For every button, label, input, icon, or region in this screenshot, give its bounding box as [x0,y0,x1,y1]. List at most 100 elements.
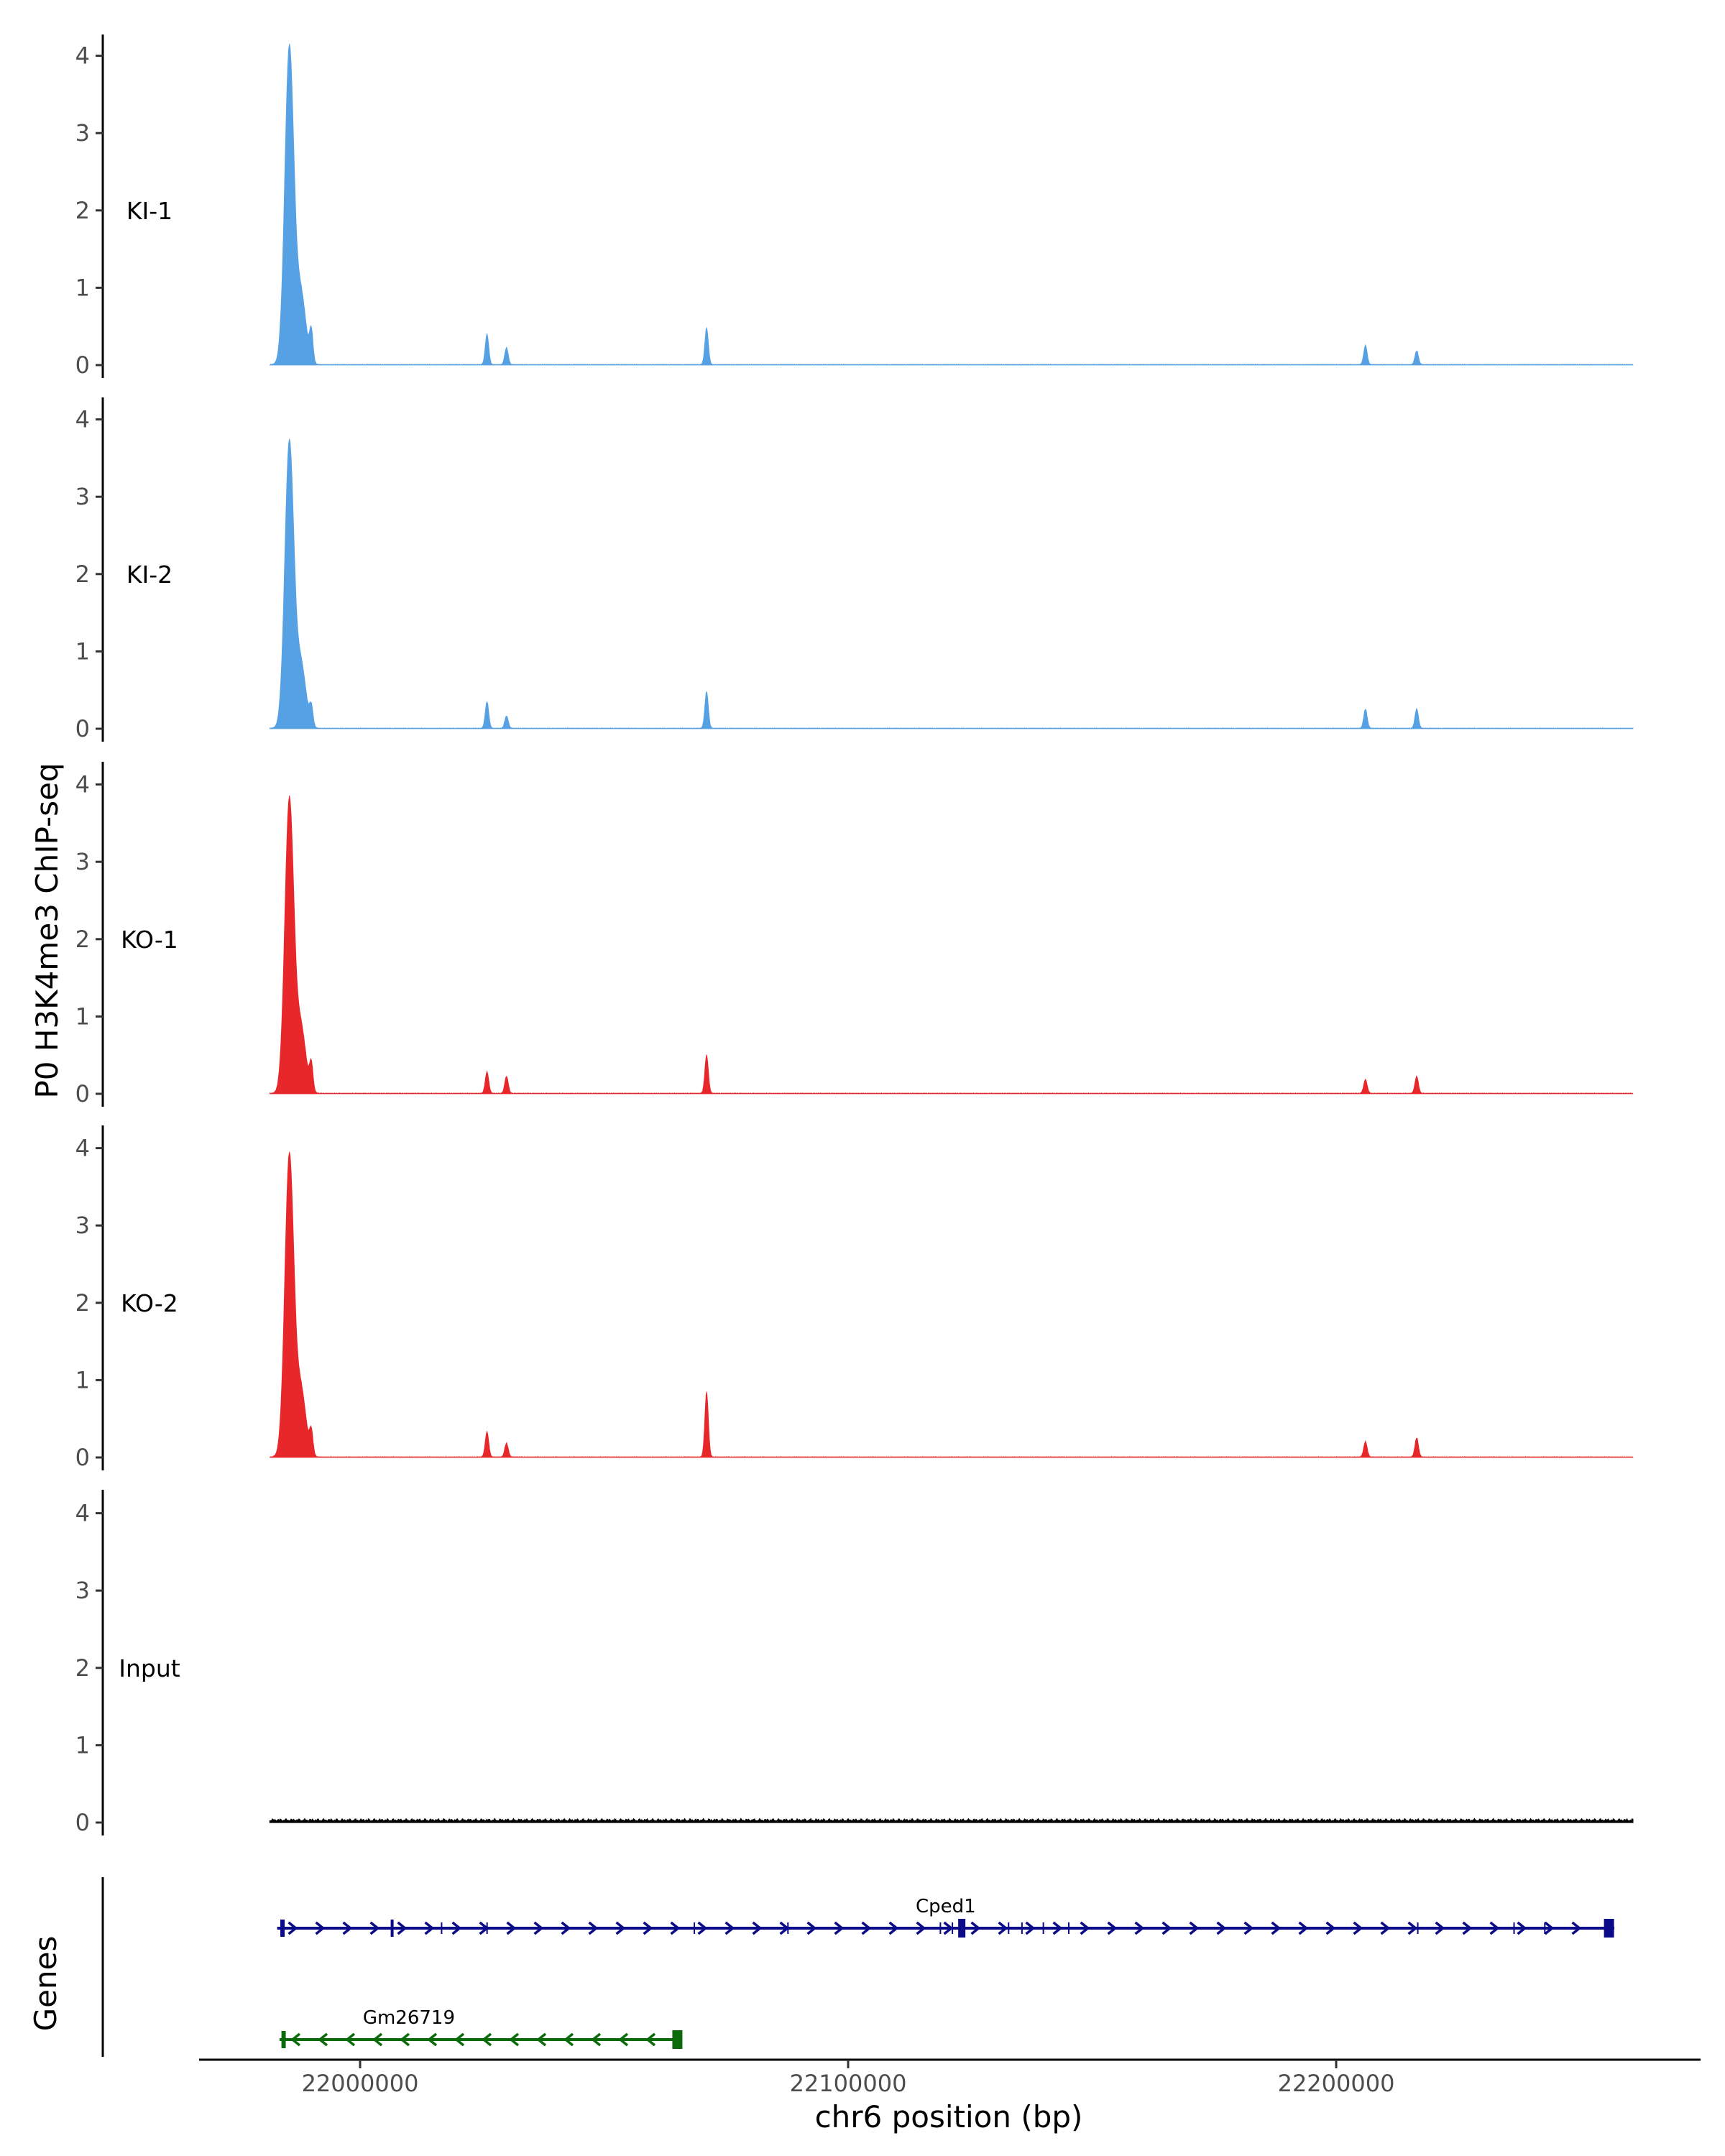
track-label-ki-1: KI-1 [126,197,172,225]
y-tick-label-ko-1: 3 [75,848,90,875]
signal-area-ko-2 [270,1151,1634,1458]
gene-exon-cped1 [1417,1922,1419,1934]
y-tick-label-ki-2: 0 [75,715,90,742]
y-tick-label-ko-2: 1 [75,1366,90,1393]
gene-strand-arrow-gm26719 [645,2032,656,2047]
gene-strand-arrow-gm26719 [564,2032,574,2047]
y-axis-title: P0 H3K4me3 ChIP-seq [29,763,65,1098]
gene-strand-arrow-gm26719 [427,2032,438,2047]
gene-strand-arrow-cped1 [1462,1921,1473,1935]
y-tick-label-input: 4 [75,1500,90,1527]
genes-track-label: Genes [28,1936,63,2032]
gene-strand-arrow-cped1 [1052,1921,1063,1935]
x-tick-label: 22000000 [302,2070,419,2097]
gene-strand-arrow-cped1 [998,1921,1008,1935]
x-axis-title: chr6 position (bp) [815,2099,1083,2134]
gene-strand-arrow-gm26719 [290,2032,301,2047]
gene-strand-arrow-cped1 [397,1921,408,1935]
y-tick-label-input: 3 [75,1577,90,1604]
gene-strand-arrow-cped1 [1107,1921,1118,1935]
gene-strand-arrow-cped1 [424,1921,435,1935]
genes-layer: Cped1 Gm26719 [101,1877,1615,2057]
gene-exon-gm26719 [281,2031,286,2048]
y-tick-label-ko-2: 3 [75,1212,90,1239]
gene-strand-arrow-gm26719 [482,2032,492,2047]
y-tick-label-input: 1 [75,1731,90,1759]
gene-strand-arrow-cped1 [1571,1921,1582,1935]
gene-exon-cped1 [441,1922,443,1934]
gene-strand-arrow-gm26719 [591,2032,602,2047]
gene-exon-cped1 [1021,1922,1023,1934]
gene-strand-arrow-cped1 [806,1921,817,1935]
y-tick-label-ki-2: 1 [75,637,90,665]
gene-strand-arrow-gm26719 [318,2032,328,2047]
gene-strand-arrow-cped1 [916,1921,926,1935]
gene-strand-arrow-cped1 [561,1921,571,1935]
gene-strand-arrow-cped1 [888,1921,899,1935]
gene-strand-arrow-gm26719 [372,2032,383,2047]
gene-strand-arrow-cped1 [643,1921,653,1935]
y-tick-label-ko-2: 4 [75,1135,90,1162]
gene-strand-arrow-cped1 [834,1921,845,1935]
gene-strand-arrow-cped1 [506,1921,517,1935]
gene-strand-arrow-cped1 [1080,1921,1090,1935]
gene-exon-cped1 [1513,1922,1515,1934]
gene-label-gm26719: Gm26719 [363,2007,455,2029]
gene-strand-arrow-cped1 [342,1921,353,1935]
gene-strand-arrow-cped1 [588,1921,599,1935]
tracks-layer: 0 1 2 3 4 KI-1 0 1 2 3 4 KI-2 0 1 2 3 4 KO-1 0 1 2 3 4 KO-2 0 1 2 3… [75,34,1634,1836]
gene-strand-arrow-cped1 [1325,1921,1336,1935]
gene-strand-arrow-cped1 [1517,1921,1527,1935]
gene-exon-cped1 [1042,1922,1044,1934]
gene-strand-arrow-cped1 [861,1921,872,1935]
gene-strand-arrow-cped1 [1544,1921,1555,1935]
signal-area-ko-1 [270,795,1634,1095]
signal-area-ki-2 [270,438,1634,729]
y-tick-label-ki-1: 2 [75,197,90,224]
gene-exon-gm26719 [672,2030,683,2049]
gene-exon-cped1 [1544,1922,1546,1934]
gene-exon-cped1 [787,1922,789,1934]
gene-exon-cped1 [1067,1922,1070,1934]
gene-strand-arrow-gm26719 [454,2032,465,2047]
gene-exon-cped1 [280,1920,285,1937]
y-tick-label-ko-1: 0 [75,1080,90,1107]
y-tick-label-ki-1: 4 [75,42,90,70]
gene-strand-arrow-cped1 [451,1921,462,1935]
track-label-ko-2: KO-2 [121,1289,178,1317]
y-tick-label-ki-2: 4 [75,406,90,433]
gene-strand-arrow-gm26719 [345,2032,356,2047]
gene-strand-arrow-cped1 [1380,1921,1391,1935]
y-tick-label-ko-1: 4 [75,771,90,798]
y-tick-label-input: 0 [75,1809,90,1836]
gene-exon-cped1 [390,1920,394,1937]
gene-strand-arrow-cped1 [1134,1921,1145,1935]
x-tick-label: 22200000 [1278,2070,1395,2097]
y-tick-label-ki-1: 1 [75,274,90,301]
gene-strand-arrow-cped1 [1189,1921,1200,1935]
gene-strand-arrow-cped1 [369,1921,380,1935]
gene-strand-arrow-cped1 [1407,1921,1418,1935]
gene-strand-arrow-cped1 [1435,1921,1445,1935]
track-label-ki-2: KI-2 [126,561,172,589]
gene-strand-arrow-cped1 [970,1921,981,1935]
gene-strand-arrow-cped1 [1298,1921,1309,1935]
gene-exon-cped1 [952,1922,954,1934]
gene-strand-arrow-gm26719 [618,2032,629,2047]
gene-strand-arrow-cped1 [1162,1921,1172,1935]
gene-exon-cped1 [694,1922,696,1934]
signal-area-input [269,1818,1634,1823]
y-tick-label-input: 2 [75,1654,90,1682]
gene-strand-arrow-gm26719 [536,2032,547,2047]
gene-strand-arrow-cped1 [697,1921,708,1935]
gene-strand-arrow-cped1 [1489,1921,1500,1935]
signal-area-ki-1 [269,44,1634,366]
gene-label-cped1: Cped1 [916,1896,976,1917]
gene-exon-cped1 [958,1919,966,1938]
track-label-ko-1: KO-1 [121,926,178,954]
y-tick-label-ki-2: 3 [75,483,90,510]
gene-strand-arrow-cped1 [315,1921,326,1935]
gene-strand-arrow-gm26719 [400,2032,410,2047]
gene-strand-arrow-cped1 [533,1921,544,1935]
